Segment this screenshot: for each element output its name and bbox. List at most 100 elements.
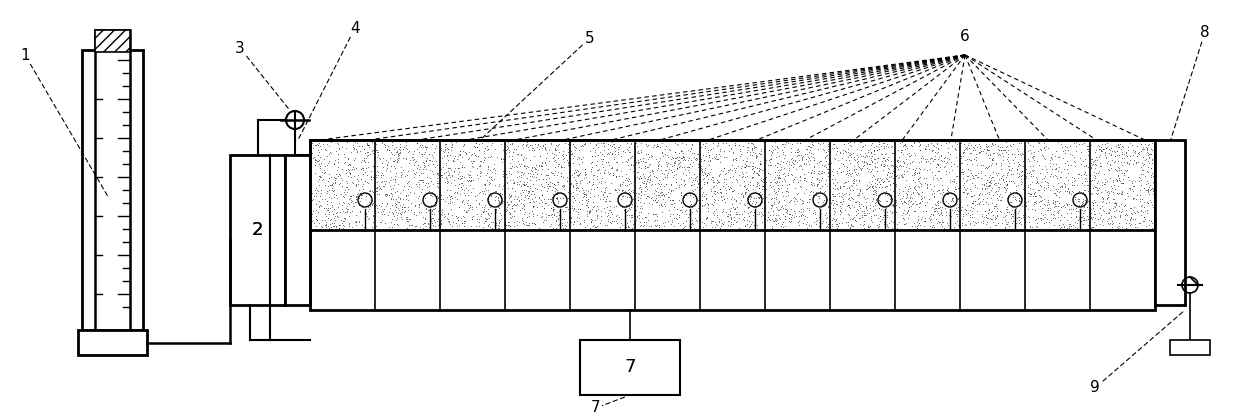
Point (1061, 187, 1081, 194)
Point (749, 190, 769, 196)
Point (701, 185, 720, 192)
Point (433, 148, 453, 154)
Point (986, 161, 1006, 168)
Point (707, 221, 727, 228)
Point (754, 212, 774, 219)
Point (399, 183, 419, 189)
Point (523, 202, 543, 209)
Point (1058, 216, 1078, 223)
Point (846, 169, 866, 176)
Point (730, 182, 750, 188)
Point (1006, 186, 1025, 193)
Point (743, 169, 763, 176)
Point (818, 171, 838, 178)
Point (631, 158, 651, 165)
Point (343, 172, 363, 179)
Point (392, 208, 412, 215)
Point (999, 198, 1019, 205)
Point (316, 201, 336, 207)
Point (1122, 147, 1142, 154)
Point (630, 172, 650, 179)
Point (303, 150, 322, 157)
Point (919, 143, 939, 150)
Point (1056, 188, 1076, 194)
Point (733, 190, 753, 196)
Point (727, 209, 746, 216)
Point (529, 143, 549, 149)
Point (818, 170, 838, 176)
Point (529, 162, 549, 169)
Point (857, 181, 877, 188)
Point (796, 221, 816, 227)
Point (1053, 183, 1073, 190)
Point (838, 201, 858, 208)
Point (363, 171, 383, 177)
Point (775, 206, 795, 213)
Point (346, 146, 366, 153)
Point (423, 206, 443, 213)
Point (702, 155, 722, 161)
Point (725, 204, 745, 211)
Point (952, 166, 972, 173)
Point (1001, 215, 1021, 221)
Point (407, 183, 427, 190)
Point (409, 201, 429, 208)
Point (858, 167, 878, 174)
Point (978, 142, 998, 149)
Point (894, 159, 914, 166)
Point (890, 198, 910, 205)
Point (796, 161, 816, 167)
Point (381, 190, 401, 196)
Point (753, 178, 773, 185)
Point (828, 190, 848, 196)
Point (870, 150, 890, 157)
Point (746, 198, 766, 205)
Bar (310, 140, 1154, 230)
Point (319, 171, 339, 178)
Point (1008, 215, 1028, 222)
Point (667, 219, 687, 226)
Point (723, 188, 743, 195)
Point (611, 219, 631, 226)
Point (500, 191, 520, 197)
Point (1074, 209, 1094, 216)
Point (821, 199, 841, 206)
Point (609, 143, 629, 150)
Point (701, 145, 720, 152)
Point (740, 223, 760, 229)
Point (930, 218, 950, 225)
Point (651, 166, 671, 173)
Point (780, 211, 800, 218)
Point (830, 211, 849, 217)
Point (820, 191, 839, 197)
Point (1106, 167, 1126, 173)
Point (367, 163, 387, 170)
Point (996, 186, 1016, 193)
Point (616, 175, 636, 181)
Point (1138, 169, 1158, 176)
Point (1132, 201, 1152, 208)
Point (616, 171, 636, 177)
Point (496, 182, 516, 189)
Point (367, 163, 387, 169)
Point (800, 204, 820, 211)
Point (547, 185, 567, 192)
Point (637, 193, 657, 200)
Point (870, 181, 890, 188)
Point (1079, 152, 1099, 158)
Point (873, 214, 893, 221)
Point (968, 196, 988, 202)
Point (423, 221, 443, 228)
Point (1128, 220, 1148, 226)
Point (878, 165, 898, 172)
Point (505, 201, 525, 208)
Point (864, 212, 884, 219)
Point (768, 163, 787, 170)
Point (397, 216, 417, 223)
Point (714, 165, 734, 172)
Point (884, 167, 904, 174)
Point (1074, 139, 1094, 146)
Point (500, 193, 520, 200)
Point (560, 204, 580, 211)
Point (963, 200, 983, 206)
